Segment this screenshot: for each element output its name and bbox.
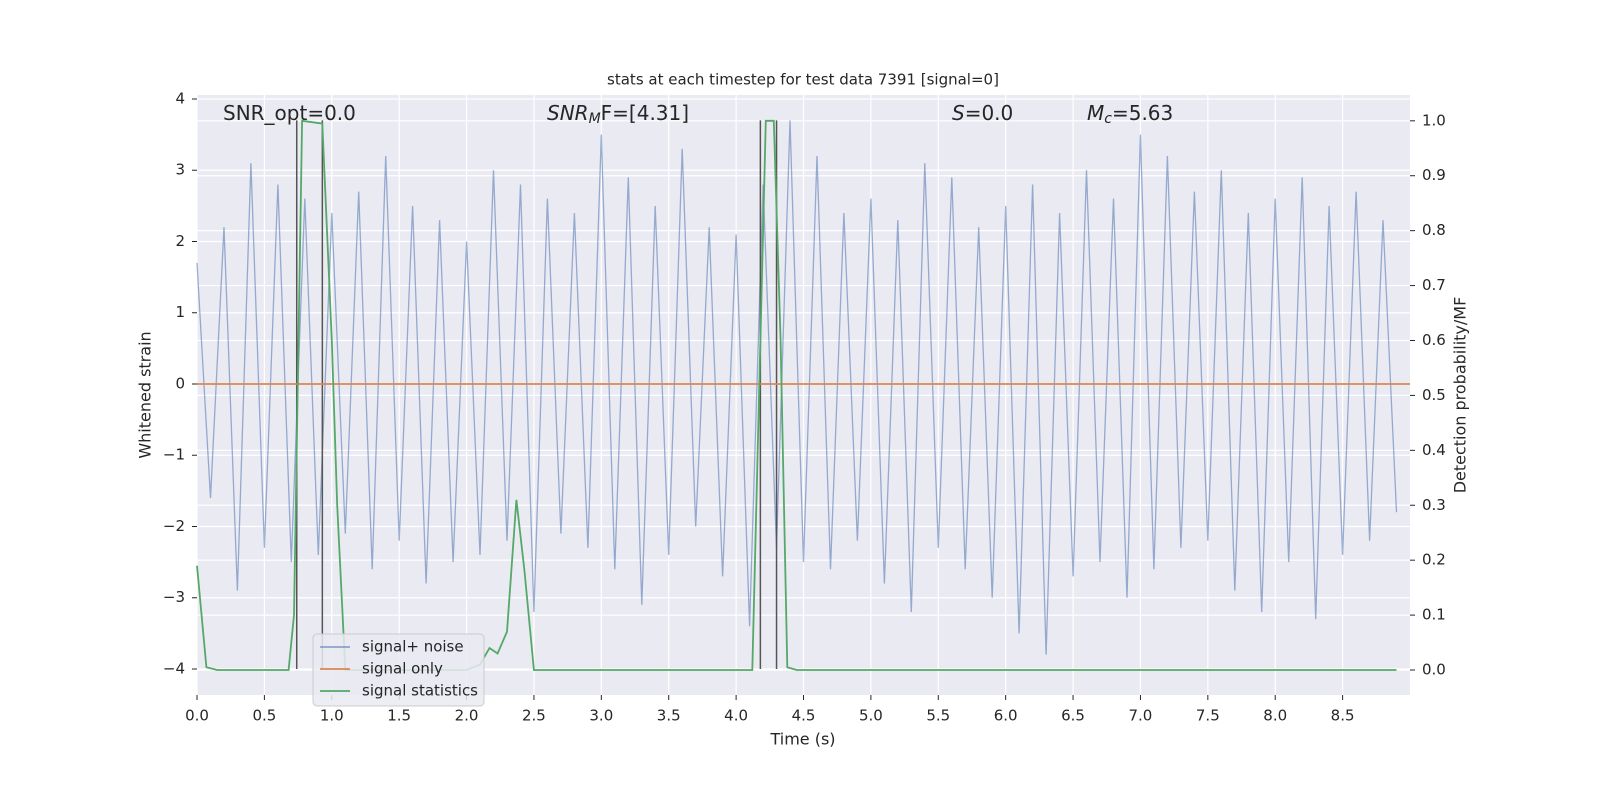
annotation-part: SNR_opt=0.0 (223, 101, 356, 125)
x-tick-label: 3.5 (657, 707, 681, 725)
x-axis-label: Time (s) (769, 730, 835, 749)
x-tick-label: 3.0 (589, 707, 613, 725)
annotations: SNR_opt=0.0 SNRMF=[4.31] S=0.0 Mc=5.63 (223, 101, 1173, 128)
chart-title: stats at each timestep for test data 739… (607, 71, 999, 89)
x-tick-label: 5.5 (926, 707, 950, 725)
legend: signal+ noise signal only signal statistic… (312, 633, 485, 707)
x-tick-label: 8.0 (1263, 707, 1287, 725)
y2-tick-label: 0.8 (1422, 221, 1446, 239)
y-tick-label: 3 (175, 161, 185, 179)
annotation-part: F=[4.31] (601, 101, 689, 125)
y-tick-label: 0 (175, 374, 185, 392)
y-tick-label: −4 (163, 659, 185, 677)
annotation: SNR_opt=0.0 (223, 101, 356, 125)
y-tick-label: −1 (163, 446, 185, 464)
annotation-part: SNR (547, 101, 589, 125)
x-tick-label: 4.0 (724, 707, 748, 725)
legend-box (312, 633, 485, 707)
y-tick-label: −2 (163, 517, 185, 535)
y2-tick-label: 0.2 (1422, 551, 1446, 569)
y2-tick-label: 0.7 (1422, 276, 1446, 294)
series-line (196, 120, 1398, 655)
x-tick-label: 8.5 (1331, 707, 1355, 725)
x-tick-label: 6.5 (1061, 707, 1085, 725)
annotation: Mc=5.63 (1087, 101, 1173, 128)
x-tick-label: 1.5 (387, 707, 411, 725)
x-tick-label: 0.5 (252, 707, 276, 725)
y2-axis-label: Detection probability/MF (1451, 297, 1470, 494)
x-tick-label: 7.0 (1129, 707, 1153, 725)
y-tick-label: −3 (163, 588, 185, 606)
x-tick-label: 0.0 (185, 707, 209, 725)
legend-label: signal statistics (362, 682, 478, 700)
annotation-part: c (1104, 111, 1112, 127)
x-tick-label: 6.0 (994, 707, 1018, 725)
x-tick-label: 7.5 (1196, 707, 1220, 725)
x-tick-label: 2.0 (455, 707, 479, 725)
y-axis-label: Whitened strain (136, 331, 155, 458)
legend-label: signal+ noise (362, 638, 464, 656)
legend-label: signal only (362, 660, 443, 678)
y-tick-label: 4 (175, 89, 185, 107)
annotation-part: =5.63 (1112, 101, 1173, 125)
y2-tick-label: 0.3 (1422, 496, 1446, 514)
y2-tick-label: 1.0 (1422, 111, 1446, 129)
annotation-part: M (589, 111, 601, 127)
y2-tick-label: 0.4 (1422, 441, 1446, 459)
y2-tick-label: 0.5 (1422, 386, 1446, 404)
y2-tick-label: 0.0 (1422, 661, 1446, 679)
y-tick-label: 1 (175, 303, 185, 321)
x-tick-label: 2.5 (522, 707, 546, 725)
y2-tick-label: 0.9 (1422, 166, 1446, 184)
annotation: S=0.0 (952, 101, 1013, 125)
annotation-part: M (1087, 101, 1104, 125)
y-tick-label: 2 (175, 232, 185, 250)
annotation-part: =0.0 (965, 101, 1014, 125)
annotation: SNRMF=[4.31] (547, 101, 689, 128)
x-tick-label: 1.0 (320, 707, 344, 725)
marks (196, 119, 1410, 671)
x-tick-label: 4.5 (792, 707, 816, 725)
y2-tick-label: 0.1 (1422, 606, 1446, 624)
annotation-part: S (952, 101, 965, 125)
x-tick-label: 5.0 (859, 707, 883, 725)
y2-tick-label: 0.6 (1422, 331, 1446, 349)
series-line (196, 119, 1397, 671)
